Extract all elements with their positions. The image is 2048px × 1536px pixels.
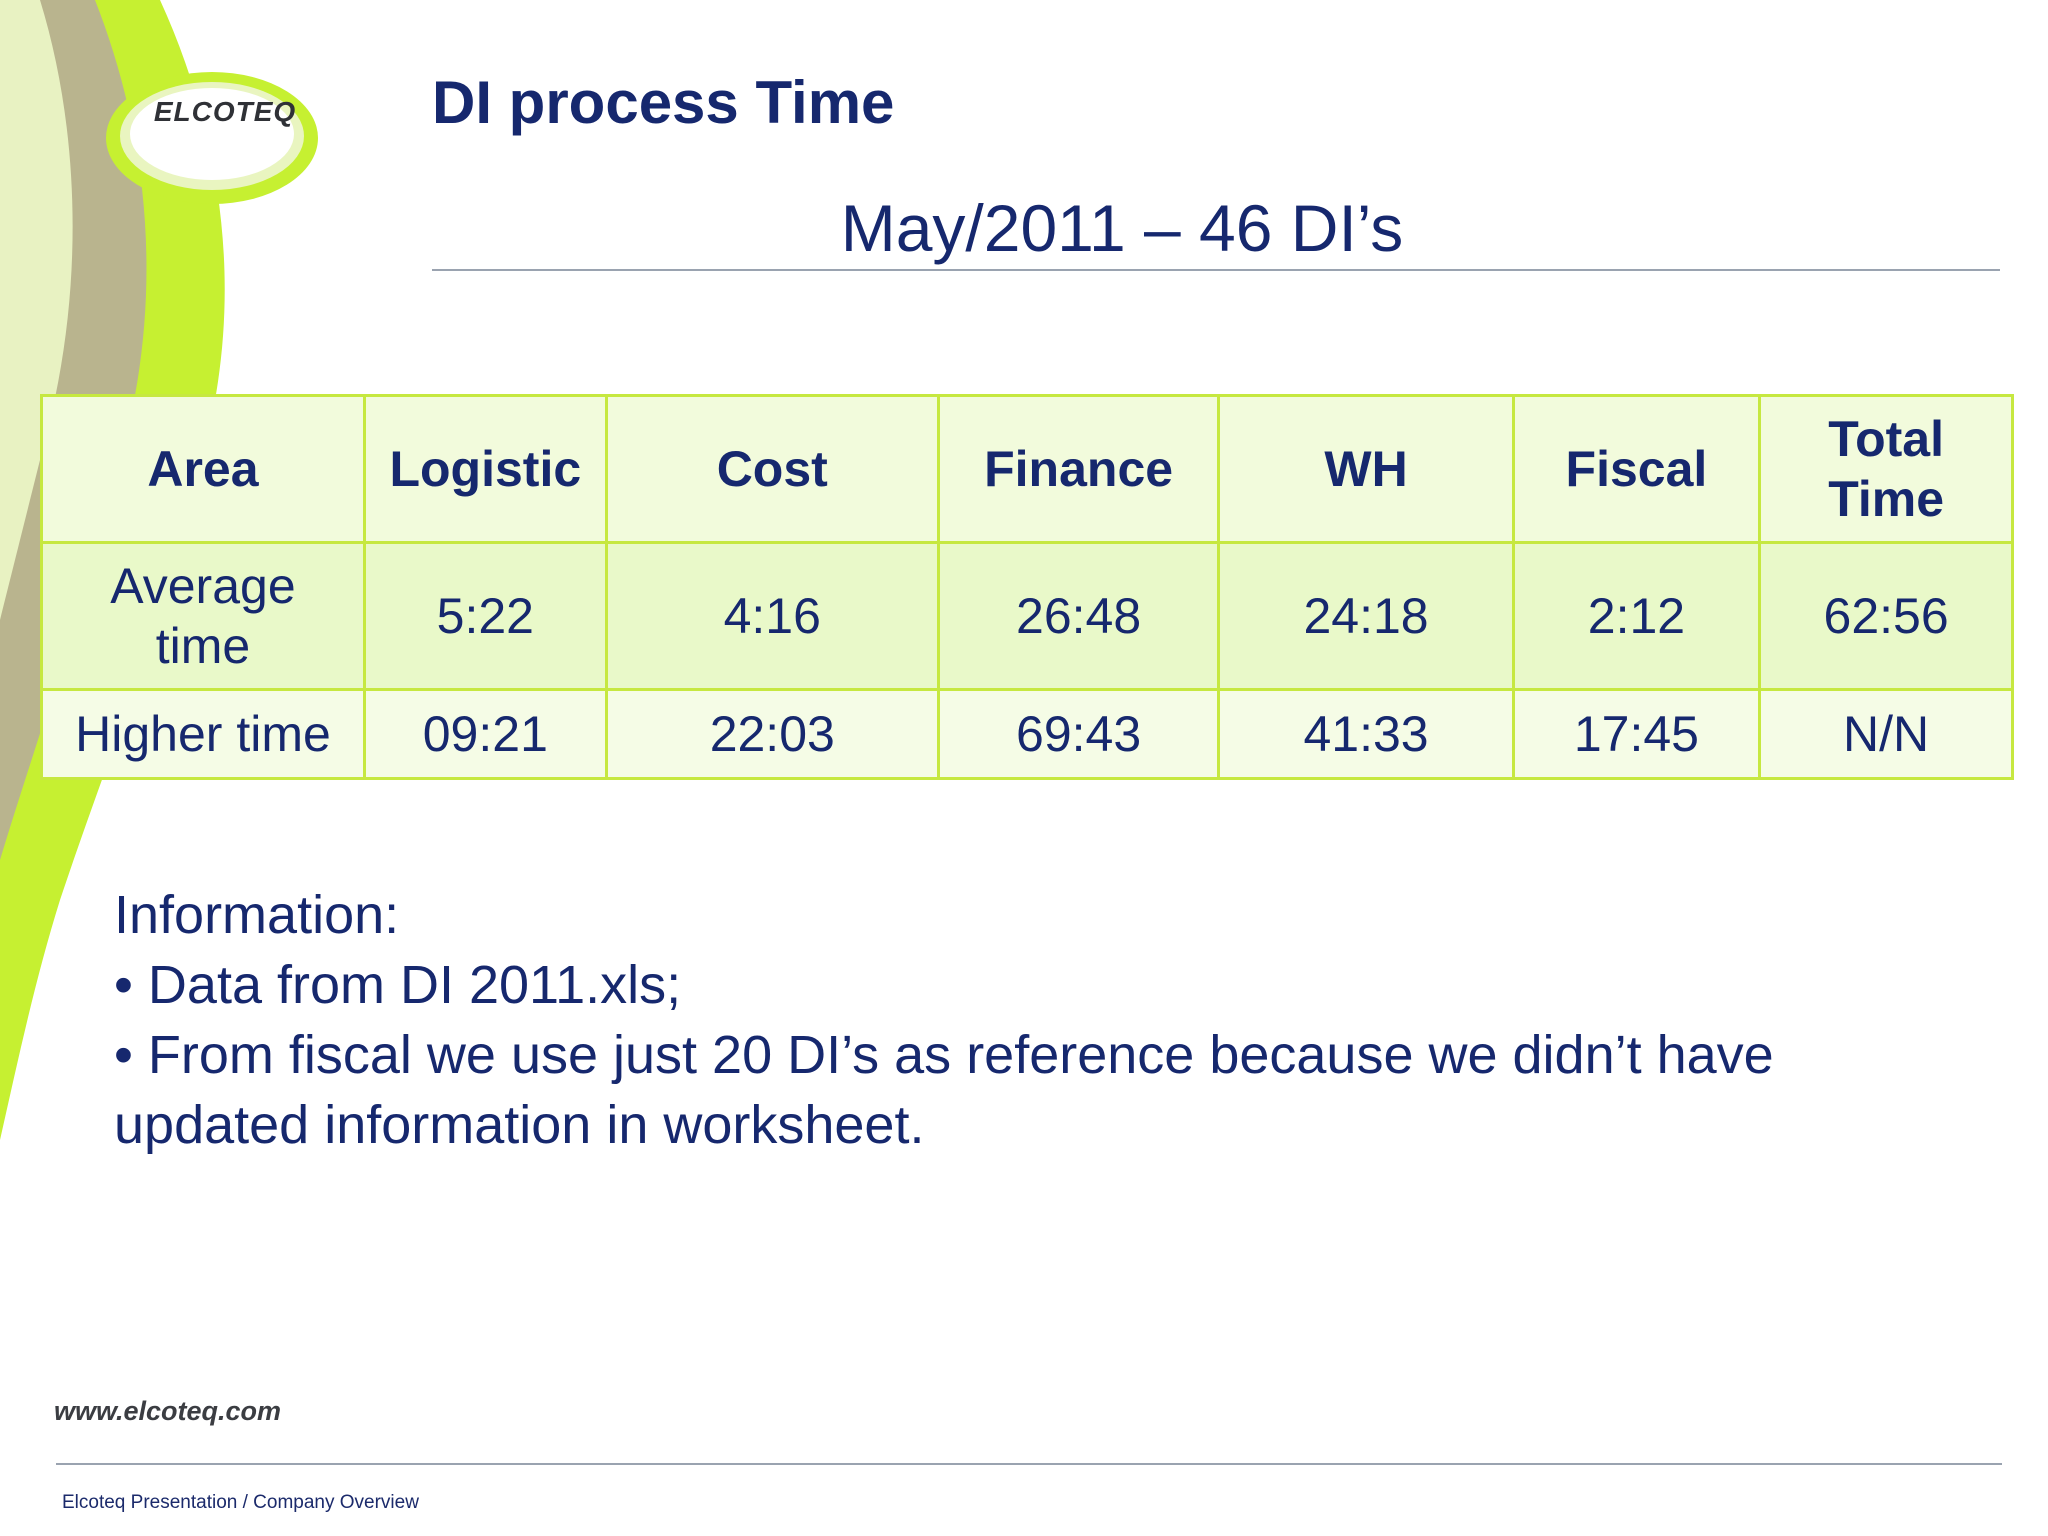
header-cell: Logistic	[362, 394, 608, 544]
footer-caption: Elcoteq Presentation / Company Overview	[62, 1492, 419, 1513]
information-heading: Information:	[114, 885, 400, 945]
information-block: Information: • Data from DI 2011.xls; • …	[114, 880, 1854, 1160]
logo-text: ELCOTEQ	[153, 96, 297, 127]
process-time-table: Area Logistic Cost Finance WH Fiscal Tot…	[40, 394, 2014, 780]
table-cell: 26:48	[936, 541, 1221, 691]
table-cell: 09:21	[362, 688, 608, 780]
table-cell: N/N	[1758, 688, 2014, 780]
slide-subtitle: May/2011 – 46 DI’s	[840, 191, 1404, 265]
table-cell: 4:16	[604, 541, 940, 691]
header-cell: Total Time	[1758, 394, 2014, 544]
table-cell: 17:45	[1511, 688, 1762, 780]
table-header-row: Area Logistic Cost Finance WH Fiscal Tot…	[40, 394, 2014, 544]
slide-title: DI process Time	[432, 69, 895, 136]
table-cell: 2:12	[1511, 541, 1762, 691]
table-row: Higher time 09:21 22:03 69:43 41:33 17:4…	[40, 688, 2014, 780]
header-cell: Cost	[604, 394, 940, 544]
header-cell: Fiscal	[1511, 394, 1762, 544]
table-cell: 5:22	[362, 541, 608, 691]
title-divider	[432, 269, 2000, 271]
table-row: Average time 5:22 4:16 26:48 24:18 2:12 …	[40, 541, 2014, 691]
header-cell: Finance	[936, 394, 1221, 544]
row-label: Higher time	[40, 688, 366, 780]
footer-divider	[56, 1463, 2002, 1465]
table-cell: 69:43	[936, 688, 1221, 780]
information-bullet: • From fiscal we use just 20 DI’s as ref…	[114, 1025, 1774, 1155]
header-cell: Area	[40, 394, 366, 544]
table-cell: 24:18	[1217, 541, 1515, 691]
website-link[interactable]: www.elcoteq.com	[54, 1396, 282, 1426]
row-label: Average time	[40, 541, 366, 691]
elcoteq-logo	[106, 72, 318, 204]
table-cell: 22:03	[604, 688, 940, 780]
information-bullet: • Data from DI 2011.xls;	[114, 955, 682, 1015]
table-cell: 62:56	[1758, 541, 2014, 691]
header-cell: WH	[1217, 394, 1515, 544]
table-cell: 41:33	[1217, 688, 1515, 780]
